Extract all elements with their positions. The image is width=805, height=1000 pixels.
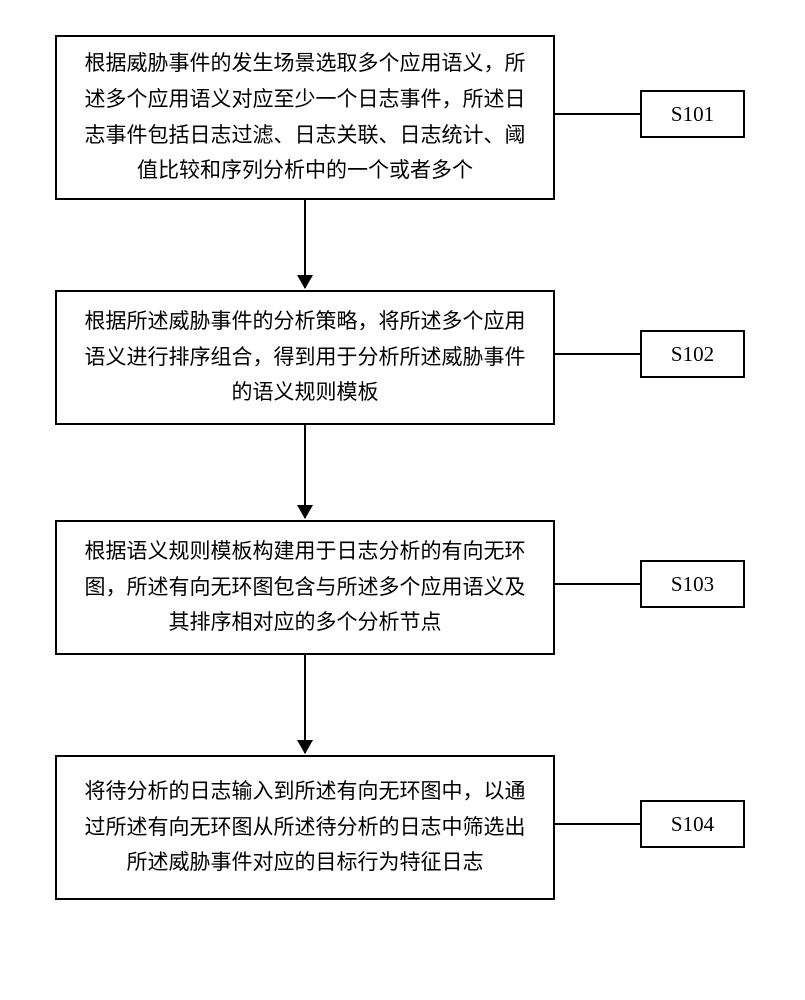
arrow-s102-s103 [304,425,306,518]
step-text-s102: 根据所述威胁事件的分析策略，将所述多个应用语义进行排序组合，得到用于分析所述威胁… [75,304,535,411]
arrow-s101-s102 [304,200,306,288]
step-box-s102: 根据所述威胁事件的分析策略，将所述多个应用语义进行排序组合，得到用于分析所述威胁… [55,290,555,425]
step-text-s101: 根据威胁事件的发生场景选取多个应用语义，所述多个应用语义对应至少一个日志事件，所… [75,46,535,189]
flowchart-canvas: 根据威胁事件的发生场景选取多个应用语义，所述多个应用语义对应至少一个日志事件，所… [0,0,805,1000]
step-label-text-s103: S103 [671,572,714,597]
label-connector-s102 [555,353,640,355]
step-label-s103: S103 [640,560,745,608]
step-text-s103: 根据语义规则模板构建用于日志分析的有向无环图，所述有向无环图包含与所述多个应用语… [75,534,535,641]
label-connector-s103 [555,583,640,585]
step-label-text-s104: S104 [671,812,714,837]
arrow-s103-s104 [304,655,306,753]
step-label-s101: S101 [640,90,745,138]
step-label-text-s101: S101 [671,102,714,127]
step-text-s104: 将待分析的日志输入到所述有向无环图中，以通过所述有向无环图从所述待分析的日志中筛… [75,774,535,881]
step-box-s101: 根据威胁事件的发生场景选取多个应用语义，所述多个应用语义对应至少一个日志事件，所… [55,35,555,200]
label-connector-s101 [555,113,640,115]
step-label-text-s102: S102 [671,342,714,367]
step-label-s104: S104 [640,800,745,848]
step-box-s103: 根据语义规则模板构建用于日志分析的有向无环图，所述有向无环图包含与所述多个应用语… [55,520,555,655]
step-box-s104: 将待分析的日志输入到所述有向无环图中，以通过所述有向无环图从所述待分析的日志中筛… [55,755,555,900]
step-label-s102: S102 [640,330,745,378]
label-connector-s104 [555,823,640,825]
